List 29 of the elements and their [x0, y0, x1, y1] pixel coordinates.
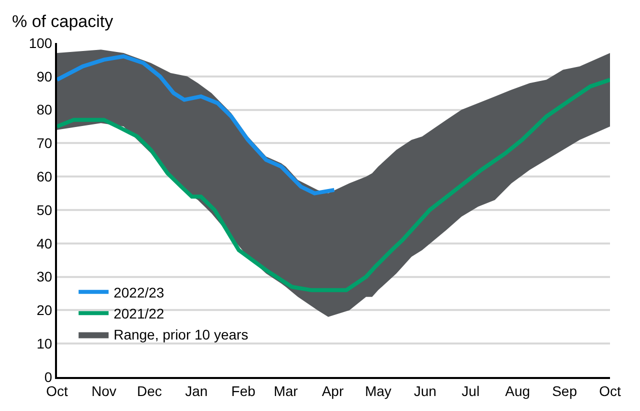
x-tick-label: Dec	[136, 382, 162, 399]
x-tick-label: Mar	[274, 382, 298, 399]
y-tick-label: 70	[36, 135, 52, 152]
x-tick-label: Nov	[92, 382, 116, 399]
x-tick-label: Jan	[185, 382, 208, 399]
x-tick-label: Oct	[46, 382, 68, 399]
y-tick-label: 20	[36, 302, 52, 318]
legend-label: 2021/22	[114, 306, 164, 322]
line-series	[57, 54, 336, 196]
y-tick-label: 30	[36, 268, 52, 285]
legend-label: 2022/23	[114, 284, 164, 300]
y-tick-label: 80	[36, 102, 52, 118]
y-tick-label: 10	[36, 336, 52, 352]
y-tick-label: 40	[36, 235, 52, 252]
y-tick-label: 60	[36, 168, 52, 184]
x-tick-label: Feb	[231, 382, 256, 399]
x-tick-label: Apr	[322, 382, 344, 399]
y-axis-title: % of capacity	[12, 12, 114, 31]
x-tick-label: Aug	[505, 382, 530, 399]
y-tick-label: 0	[44, 368, 52, 385]
x-tick-label: Jul	[462, 382, 480, 399]
y-tick-label: 90	[36, 68, 52, 84]
x-tick-label: May	[364, 382, 392, 399]
legend-label: Range, prior 10 years	[114, 326, 248, 343]
y-tick-label: 100	[28, 34, 52, 51]
y-tick-label: 50	[36, 202, 52, 218]
x-tick-label: Jun	[414, 382, 436, 399]
x-tick-label: Sep	[552, 382, 578, 399]
x-tick-label: Oct	[599, 382, 621, 399]
